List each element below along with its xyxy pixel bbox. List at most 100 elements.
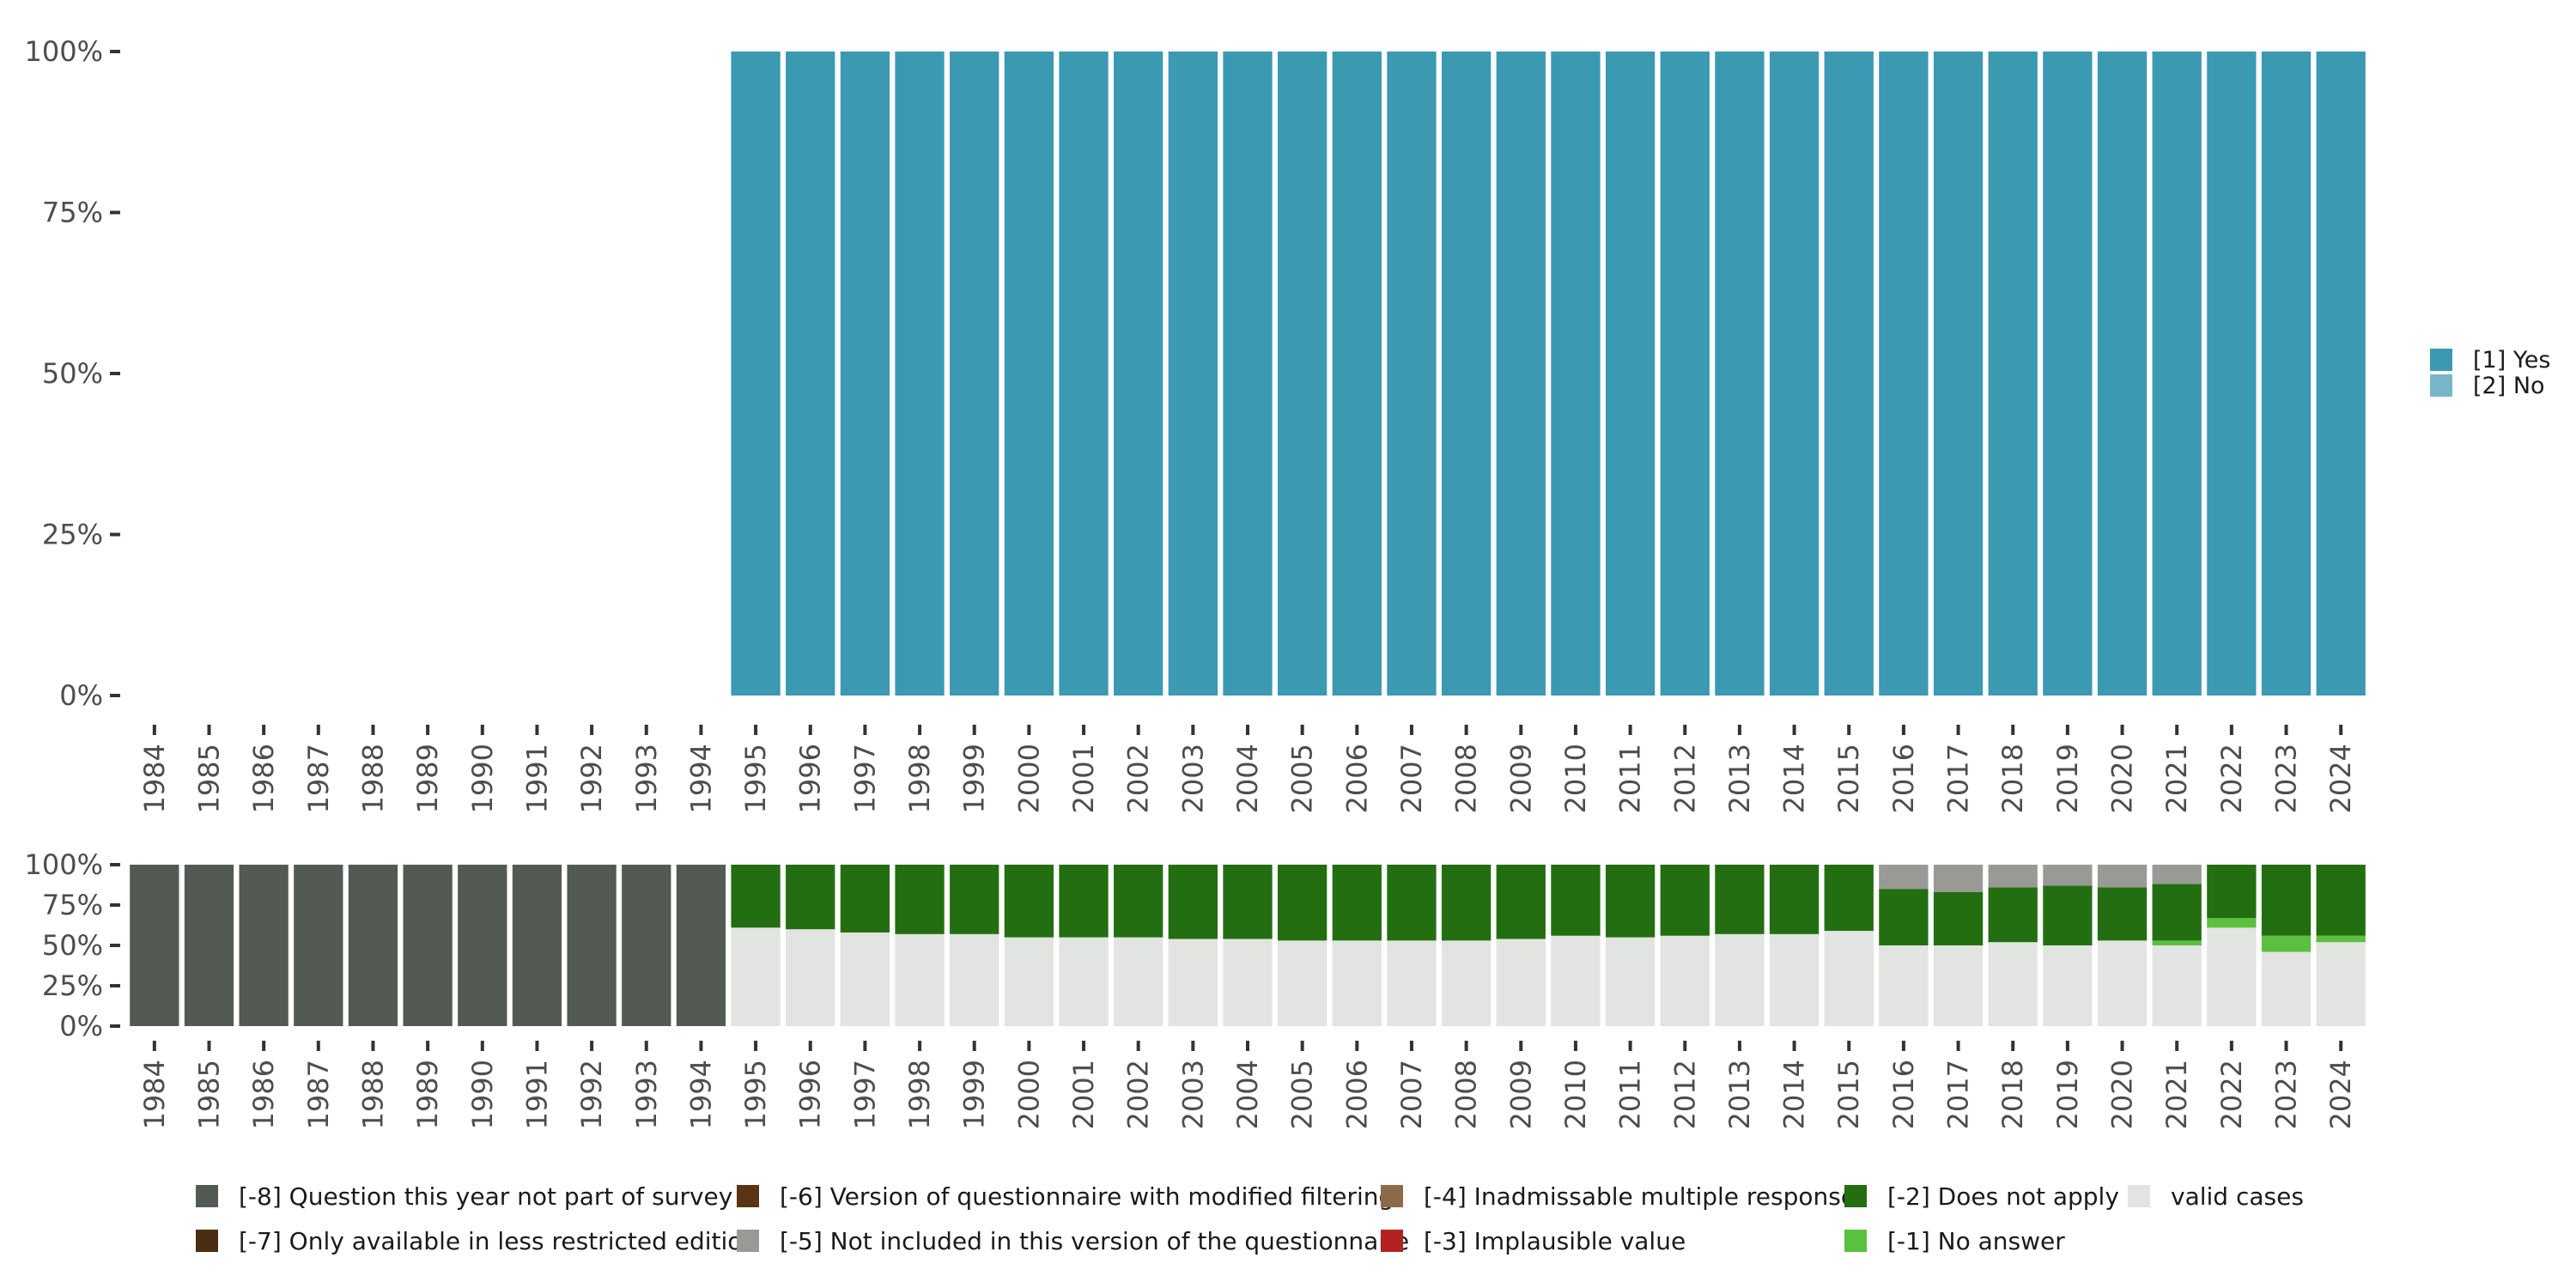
top-x-tick-label: 2018 <box>1996 744 2029 813</box>
bottom-bar-2-does-not-apply-2007 <box>1387 865 1437 941</box>
bottom-y-axis: 0% 25% 50% 75% 100% <box>25 848 120 1042</box>
top-y-tick-label: 50% <box>42 357 103 390</box>
bottom-legend-swatch-7-only-available-in-less-restricted-edition <box>196 1230 218 1252</box>
bottom-bar-2-does-not-apply-2016 <box>1879 889 1929 945</box>
bottom-x-tick-label: 2022 <box>2215 1060 2248 1129</box>
bottom-bar-2-does-not-apply-2005 <box>1278 865 1327 941</box>
bottom-bar-valid-cases-2015 <box>1824 931 1874 1026</box>
bottom-x-tick-label: 1996 <box>794 1060 827 1129</box>
top-x-tick-label: 1987 <box>302 744 335 813</box>
top-x-tick-label: 1998 <box>903 744 936 813</box>
bottom-bar-2-does-not-apply-2015 <box>1824 865 1874 932</box>
bottom-x-tick-label: 2009 <box>1504 1060 1537 1129</box>
top-x-tick-label: 2006 <box>1340 744 1373 813</box>
top-x-axis: 1984 1985 1986 1987 1988 1989 1990 1991 1992 1993… <box>138 725 2357 813</box>
bottom-bar-2-does-not-apply-2006 <box>1332 865 1382 941</box>
bottom-bar-valid-cases-2005 <box>1278 940 1327 1026</box>
bottom-legend-swatch-3-implausible-value <box>1381 1230 1403 1252</box>
bottom-x-tick-label: 1995 <box>739 1060 772 1129</box>
top-x-tick-label: 2017 <box>1942 744 1975 813</box>
bottom-bars <box>130 865 2366 1026</box>
top-bar-1-yes-2019 <box>2043 52 2093 696</box>
bottom-x-tick-label: 2018 <box>1996 1060 2029 1129</box>
bottom-bar-5-not-included-in-this-version-of-the-questionnaire-2019 <box>2043 865 2093 886</box>
top-bar-1-yes-2012 <box>1660 52 1710 696</box>
bottom-x-tick-label: 2021 <box>2160 1060 2193 1129</box>
bottom-x-tick-label: 2019 <box>2051 1060 2084 1129</box>
bottom-bar-2-does-not-apply-2003 <box>1168 865 1218 939</box>
bottom-x-tick-label: 1986 <box>247 1060 280 1129</box>
top-x-tick-label: 2004 <box>1231 744 1264 813</box>
bottom-bar-8-question-this-year-not-part-of-survey-1987 <box>294 865 343 1026</box>
bottom-bar-1-no-answer-2024 <box>2316 935 2366 943</box>
top-bar-1-yes-2006 <box>1332 52 1382 696</box>
bottom-x-tick-label: 1997 <box>848 1060 881 1129</box>
bottom-legend-label: [-2] Does not apply <box>1887 1182 2119 1211</box>
bottom-bar-8-question-this-year-not-part-of-survey-1991 <box>512 865 562 1026</box>
bottom-bar-8-question-this-year-not-part-of-survey-1988 <box>348 865 398 1026</box>
top-bar-1-yes-2017 <box>1933 52 1984 696</box>
bottom-bar-2-does-not-apply-2011 <box>1605 865 1656 938</box>
bottom-bar-2-does-not-apply-2024 <box>2316 865 2366 936</box>
top-x-tick-label: 2016 <box>1887 744 1920 813</box>
bottom-x-tick-label: 2014 <box>1778 1060 1811 1129</box>
bottom-bar-2-does-not-apply-2021 <box>2152 884 2202 941</box>
top-x-tick-label: 2023 <box>2270 744 2303 813</box>
top-bar-1-yes-2024 <box>2316 52 2366 696</box>
bottom-bar-valid-cases-2016 <box>1879 945 1929 1026</box>
bottom-bar-5-not-included-in-this-version-of-the-questionnaire-2021 <box>2152 865 2202 884</box>
bottom-bar-5-not-included-in-this-version-of-the-questionnaire-2016 <box>1879 865 1929 890</box>
bottom-x-tick-label: 2012 <box>1668 1060 1701 1129</box>
bottom-bar-valid-cases-2001 <box>1059 937 1109 1026</box>
bottom-x-tick-label: 2003 <box>1176 1060 1209 1129</box>
top-bar-1-yes-1996 <box>786 52 835 696</box>
bottom-x-tick-label: 2023 <box>2270 1060 2303 1129</box>
bottom-bar-5-not-included-in-this-version-of-the-questionnaire-2020 <box>2097 865 2148 888</box>
bottom-bar-8-question-this-year-not-part-of-survey-1993 <box>622 865 671 1026</box>
top-bar-1-yes-2007 <box>1387 52 1437 696</box>
bottom-legend-label: [-5] Not included in this version of the… <box>780 1227 1409 1255</box>
bottom-legend-swatch-5-not-included-in-this-version-of-the-questionnaire <box>737 1230 759 1252</box>
bottom-legend-label: [-1] No answer <box>1887 1227 2065 1255</box>
top-x-tick-label: 1989 <box>411 744 444 813</box>
top-x-tick-label: 2021 <box>2160 744 2193 813</box>
bottom-legend: [-8] Question this year not part of surv… <box>196 1182 2304 1255</box>
bottom-bar-2-does-not-apply-2013 <box>1715 865 1765 934</box>
bottom-legend-label: [-6] Version of questionnaire with modif… <box>780 1182 1394 1211</box>
bottom-bar-valid-cases-2008 <box>1441 940 1492 1026</box>
bottom-x-tick-label: 2000 <box>1012 1060 1045 1129</box>
top-x-tick-label: 2002 <box>1122 744 1155 813</box>
top-bar-1-yes-2014 <box>1769 52 1820 696</box>
top-bar-1-yes-2021 <box>2152 52 2202 696</box>
top-y-axis: 0% 25% 50% 75% 100% <box>25 35 120 712</box>
top-bar-1-yes-2008 <box>1441 52 1492 696</box>
bottom-bar-2-does-not-apply-2004 <box>1223 865 1273 939</box>
top-bar-1-yes-2023 <box>2261 52 2312 696</box>
bottom-bar-valid-cases-2009 <box>1496 939 1546 1026</box>
top-legend-label: [1] Yes <box>2473 347 2550 374</box>
bottom-bar-valid-cases-2010 <box>1551 935 1601 1026</box>
top-bar-1-yes-1998 <box>895 52 945 696</box>
bottom-bar-2-does-not-apply-2012 <box>1660 865 1710 936</box>
top-x-tick-label: 1991 <box>520 744 553 813</box>
bottom-bar-valid-cases-2024 <box>2316 942 2366 1026</box>
bottom-bar-2-does-not-apply-2000 <box>1004 865 1054 938</box>
bottom-bar-2-does-not-apply-2001 <box>1059 865 1109 938</box>
bottom-legend-label: valid cases <box>2171 1182 2304 1211</box>
bottom-x-tick-label: 2016 <box>1887 1060 1920 1129</box>
top-x-tick-label: 1990 <box>466 744 499 813</box>
top-x-tick-label: 2010 <box>1559 744 1592 813</box>
top-x-tick-label: 2013 <box>1723 744 1756 813</box>
bottom-x-tick-label: 1987 <box>302 1060 335 1129</box>
bottom-bar-valid-cases-2006 <box>1332 940 1382 1026</box>
top-x-tick-label: 1992 <box>575 744 608 813</box>
bottom-bar-valid-cases-1996 <box>786 929 835 1026</box>
bottom-bar-2-does-not-apply-2009 <box>1496 865 1546 939</box>
bottom-bar-valid-cases-1999 <box>950 933 999 1026</box>
bottom-legend-swatch-2-does-not-apply <box>1844 1185 1867 1207</box>
bottom-x-tick-label: 1990 <box>466 1060 499 1129</box>
bottom-legend-label: [-4] Inadmissable multiple response <box>1424 1182 1856 1211</box>
bottom-bar-2-does-not-apply-1999 <box>950 865 999 934</box>
bottom-bar-valid-cases-1995 <box>731 927 781 1026</box>
bottom-x-tick-label: 1994 <box>684 1060 717 1129</box>
